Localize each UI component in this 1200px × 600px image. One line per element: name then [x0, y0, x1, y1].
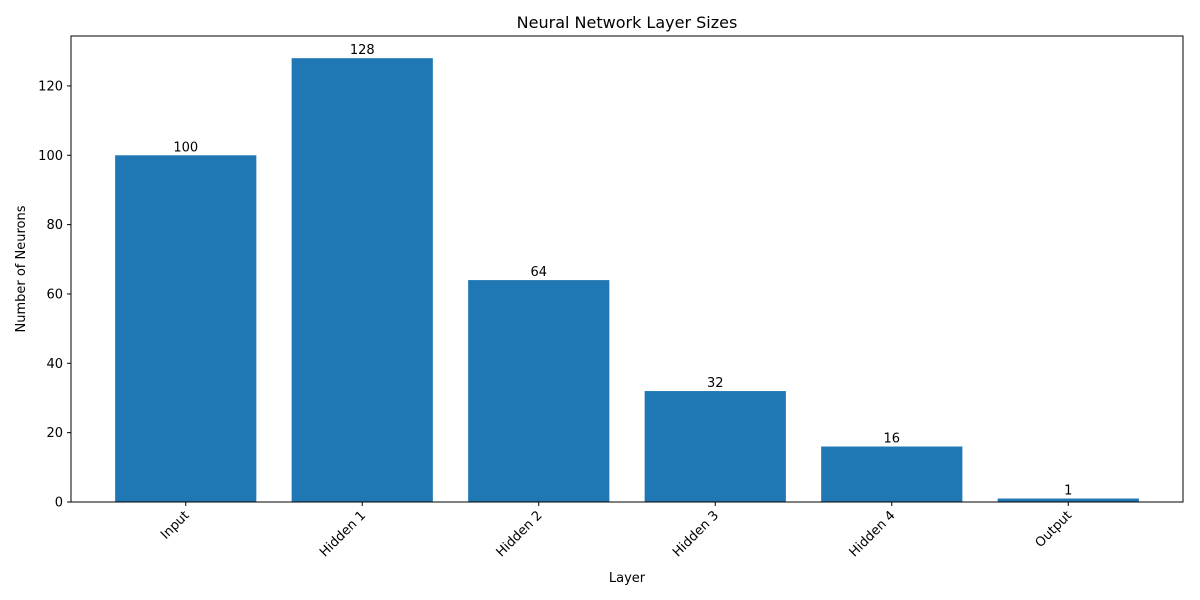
x-tick-label: Hidden 4 [847, 508, 899, 560]
y-tick-label: 80 [46, 218, 63, 233]
data-label: 128 [350, 43, 375, 58]
bar-input [115, 155, 257, 502]
x-tick-label: Hidden 3 [670, 508, 722, 560]
x-tick-label: Output [1033, 508, 1076, 551]
data-label: 64 [530, 265, 547, 280]
bar-output [997, 498, 1139, 502]
y-tick-label: 60 [46, 287, 63, 302]
bar-hidden-4 [821, 446, 963, 502]
x-tick-label: Hidden 1 [317, 508, 369, 560]
x-tick-label: Hidden 2 [494, 508, 546, 560]
plot-area: 100 128 64 32 16 1 0 20 40 60 80 100 120 Input Hidden … [38, 35, 1184, 560]
data-label: 16 [883, 432, 900, 447]
bar-hidden-3 [644, 391, 786, 502]
x-axis-title: Layer [609, 571, 646, 586]
y-tick-label: 120 [38, 79, 63, 94]
y-tick-label: 0 [55, 496, 63, 511]
y-tick-label: 40 [46, 357, 63, 372]
y-tick-label: 100 [38, 149, 63, 164]
chart-title: Neural Network Layer Sizes [517, 13, 738, 32]
bar-hidden-1 [291, 58, 433, 502]
data-label: 1 [1064, 484, 1072, 499]
plot-frame [70, 35, 1184, 503]
y-tick-label: 20 [46, 426, 63, 441]
bar-hidden-2 [468, 280, 610, 502]
y-axis-title: Number of Neurons [14, 205, 29, 332]
data-label: 32 [707, 376, 724, 391]
data-label: 100 [173, 140, 198, 155]
x-tick-label: Input [158, 508, 192, 542]
